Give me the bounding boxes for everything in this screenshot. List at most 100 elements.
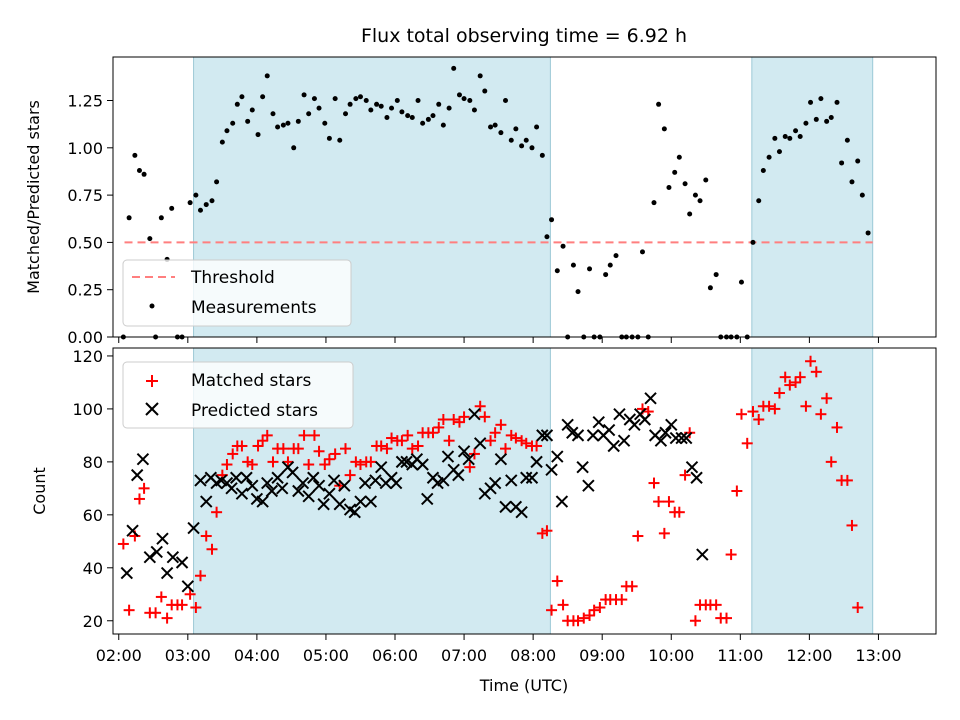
predicted-star-stroke (488, 476, 502, 490)
observing-span (751, 347, 874, 635)
matched-star-point (773, 387, 785, 399)
matched-star-point (489, 427, 501, 439)
measurement-point (738, 279, 744, 285)
legend-measurement-label: Measurements (191, 298, 317, 318)
predicted-star-point (374, 460, 388, 474)
predicted-star-stroke (473, 437, 487, 450)
predicted-star-stroke (520, 471, 533, 484)
predicted-star-stroke (551, 450, 564, 463)
predicted-star-stroke (441, 450, 455, 463)
measurement-point (844, 137, 850, 143)
measurement-point (766, 154, 772, 160)
predicted-star-stroke (364, 495, 378, 508)
predicted-star-stroke (586, 429, 600, 442)
legend-measurement-swatch (149, 303, 155, 309)
matched-star-point (546, 604, 558, 616)
x-tick-label: 04:00 (234, 646, 280, 665)
measurement-point (750, 239, 756, 245)
measurement-point (169, 205, 175, 211)
predicted-star-stroke (675, 431, 688, 445)
predicted-star-stroke (327, 474, 341, 487)
predicted-star-point (551, 450, 564, 463)
measurement-point (756, 198, 762, 204)
predicted-star-point (302, 490, 315, 503)
measurement-point (554, 268, 560, 274)
top-y-tick-label: 0.25 (67, 281, 103, 300)
predicted-star-stroke (389, 476, 403, 490)
predicted-star-stroke (348, 505, 361, 519)
matched-star-point (206, 543, 218, 555)
predicted-star-point (644, 392, 657, 405)
predicted-star-point (130, 468, 144, 482)
predicted-star-point (659, 426, 672, 439)
matched-star-point (710, 599, 722, 611)
predicted-star-stroke (240, 471, 253, 484)
top-y-ticks: 0.00 0.25 0.50 0.75 1.00 1.25 (67, 92, 113, 347)
predicted-star-stroke (680, 431, 693, 445)
predicted-star-stroke (265, 484, 279, 498)
measurement-point (451, 65, 457, 71)
measurement-point (405, 113, 411, 119)
predicted-star-point (602, 423, 616, 437)
matched-star-point (150, 607, 162, 619)
matched-star-point (551, 575, 563, 587)
x-axis-label: Time (UTC) (479, 676, 568, 695)
predicted-star-stroke (354, 495, 367, 508)
measurement-point (136, 168, 142, 174)
top-axes: 0.00 0.25 0.50 0.75 1.00 1.25 Matched/Predict… (24, 56, 937, 347)
measurement-point (425, 116, 431, 122)
predicted-star-stroke (187, 521, 200, 535)
measurement-point (575, 289, 581, 295)
matched-star-point (344, 469, 356, 481)
matched-star-point (123, 604, 135, 616)
measurement-point (141, 171, 147, 177)
predicted-star-point (555, 495, 569, 508)
matched-star-point (246, 459, 258, 471)
measurement-point (347, 101, 353, 107)
predicted-star-stroke (126, 524, 139, 537)
measurement-point (519, 143, 525, 149)
predicted-star-point (617, 434, 631, 447)
measurement-point (666, 185, 672, 191)
matched-star-point (298, 429, 310, 441)
matched-star-point (531, 440, 543, 452)
matched-star-point (658, 527, 670, 539)
matched-star-point (594, 602, 606, 614)
legend-matched-label: Matched stars (191, 371, 311, 391)
predicted-star-stroke (307, 471, 320, 484)
bottom-axes-frame (112, 347, 937, 635)
measurement-point (855, 158, 861, 164)
predicted-star-point (437, 474, 450, 487)
measurement-point (651, 200, 657, 206)
predicted-star-point (416, 458, 429, 471)
matched-star-point (810, 366, 822, 378)
matched-star-point (588, 604, 600, 616)
measurement-point (374, 101, 380, 107)
matched-star-point (437, 414, 449, 425)
legend-matched-swatch (146, 375, 158, 387)
predicted-star-stroke (292, 484, 305, 498)
x-tick-label: 03:00 (165, 646, 211, 665)
measurement-point (219, 139, 225, 145)
measurement-point (415, 98, 421, 104)
matched-star-point (747, 406, 759, 418)
matched-star-point (443, 435, 455, 447)
predicted-star-stroke (175, 556, 189, 569)
matched-star-point (261, 429, 273, 441)
predicted-star-stroke (333, 498, 346, 511)
predicted-star-stroke (536, 429, 549, 442)
matched-star-point (227, 448, 239, 460)
measurement-point (239, 94, 245, 100)
predicted-star-stroke (530, 455, 543, 469)
matched-star-point (500, 443, 512, 455)
bottom-legend: Matched stars Predicted stars (122, 361, 354, 429)
top-x-ticks (118, 337, 879, 343)
matched-star-point (800, 400, 812, 412)
measurement-point (158, 215, 164, 221)
predicted-star-point (317, 498, 330, 511)
predicted-star-stroke (457, 445, 471, 458)
predicted-star-point (246, 479, 259, 492)
predicted-star-stroke (644, 392, 657, 405)
predicted-star-stroke (400, 455, 413, 469)
matched-star-point (133, 493, 145, 505)
